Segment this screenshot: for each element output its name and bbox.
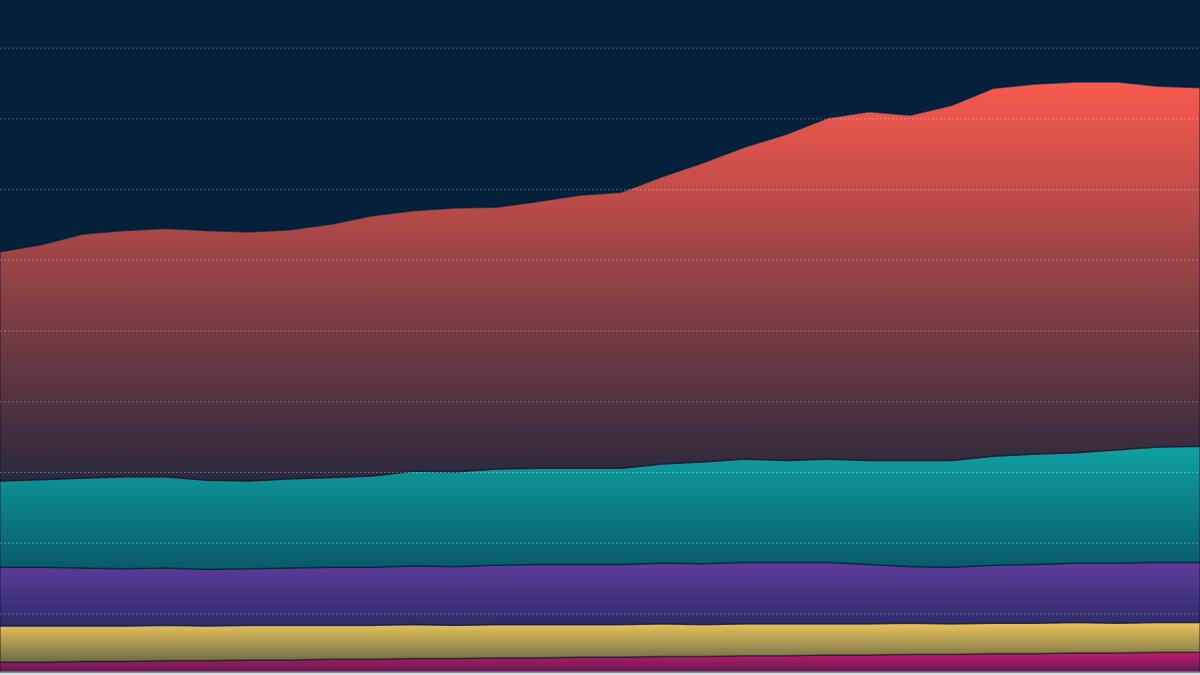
- areas: [0, 81, 1200, 673]
- grid: [0, 47, 1200, 615]
- area: [0, 561, 1200, 627]
- area: [0, 81, 1200, 482]
- baseline: [0, 671, 1200, 675]
